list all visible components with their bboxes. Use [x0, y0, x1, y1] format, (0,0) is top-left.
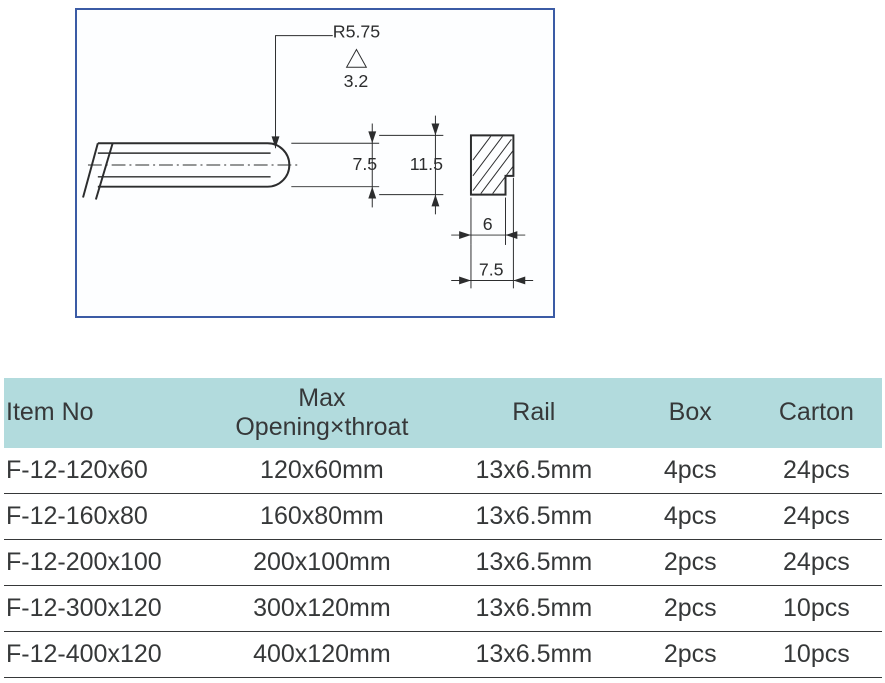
cell-item: F-12-200x100: [4, 539, 206, 585]
cell-max: 120x60mm: [206, 448, 438, 494]
cell-item: F-12-160x80: [4, 493, 206, 539]
cell-item: F-12-120x60: [4, 448, 206, 494]
dim-6-label: 6: [483, 214, 493, 234]
spec-header-row: Item No Max Opening×throat Rail Box Cart…: [4, 378, 882, 448]
part-end-view: [471, 135, 513, 194]
cell-box: 4pcs: [630, 448, 751, 494]
col-header-item: Item No: [4, 378, 206, 448]
cell-rail: 13x6.5mm: [438, 585, 630, 631]
roughness-triangle: [347, 49, 367, 67]
table-row: F-12-120x60 120x60mm 13x6.5mm 4pcs 24pcs: [4, 448, 882, 494]
dim-7-5-a-label: 7.5: [353, 154, 378, 174]
cell-carton: 10pcs: [751, 585, 882, 631]
dim-7-5-vertical: 7.5: [291, 124, 379, 208]
cell-carton: 24pcs: [751, 493, 882, 539]
cell-max: 400x120mm: [206, 631, 438, 677]
cell-box: 4pcs: [630, 493, 751, 539]
cell-item: F-12-300x120: [4, 585, 206, 631]
cell-carton: 24pcs: [751, 448, 882, 494]
spec-table-element: Item No Max Opening×throat Rail Box Cart…: [4, 378, 882, 678]
cell-carton: 24pcs: [751, 539, 882, 585]
cell-item: F-12-400x120: [4, 631, 206, 677]
cell-max: 300x120mm: [206, 585, 438, 631]
col-header-max-line2: Opening×throat: [235, 413, 408, 441]
dim-11-5: 11.5: [379, 116, 443, 215]
col-header-max: Max Opening×throat: [206, 378, 438, 448]
cell-box: 2pcs: [630, 631, 751, 677]
cell-rail: 13x6.5mm: [438, 448, 630, 494]
cell-carton: 10pcs: [751, 631, 882, 677]
part-side-view: [83, 143, 300, 199]
table-row: F-12-160x80 160x80mm 13x6.5mm 4pcs 24pcs: [4, 493, 882, 539]
col-header-rail: Rail: [438, 378, 630, 448]
col-header-box: Box: [630, 378, 751, 448]
cell-rail: 13x6.5mm: [438, 493, 630, 539]
col-header-max-line1: Max: [298, 384, 345, 412]
cell-rail: 13x6.5mm: [438, 539, 630, 585]
col-header-carton: Carton: [751, 378, 882, 448]
cell-box: 2pcs: [630, 585, 751, 631]
radius-leader: [276, 36, 333, 149]
spec-table: Item No Max Opening×throat Rail Box Cart…: [4, 378, 882, 678]
spec-tbody: F-12-120x60 120x60mm 13x6.5mm 4pcs 24pcs…: [4, 448, 882, 678]
cell-max: 200x100mm: [206, 539, 438, 585]
roughness-label: 3.2: [344, 71, 369, 91]
technical-diagram: R5.75 3.2 7.5: [75, 8, 555, 318]
table-row: F-12-400x120 400x120mm 13x6.5mm 2pcs 10p…: [4, 631, 882, 677]
table-row: F-12-200x100 200x100mm 13x6.5mm 2pcs 24p…: [4, 539, 882, 585]
dim-7-5-b-label: 7.5: [479, 260, 504, 280]
cell-max: 160x80mm: [206, 493, 438, 539]
dim-11-5-label: 11.5: [410, 154, 443, 174]
radius-label: R5.75: [333, 22, 380, 42]
cell-rail: 13x6.5mm: [438, 631, 630, 677]
table-row: F-12-300x120 300x120mm 13x6.5mm 2pcs 10p…: [4, 585, 882, 631]
dim-6: 6: [451, 198, 525, 245]
diagram-svg: R5.75 3.2 7.5: [77, 10, 553, 316]
cell-box: 2pcs: [630, 539, 751, 585]
